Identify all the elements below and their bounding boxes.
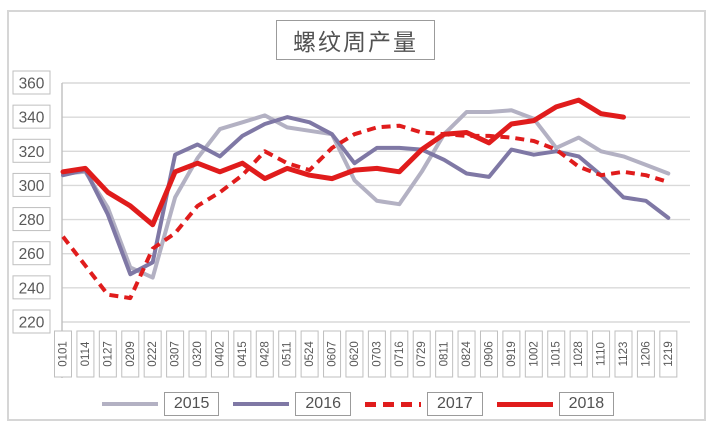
x-tick-box-0402 <box>210 330 229 378</box>
x-tick-box-0222 <box>143 330 162 378</box>
x-tick-label-0524: 0524 <box>304 341 316 367</box>
x-tick-label-1002: 1002 <box>528 341 540 367</box>
x-tick-label-0811: 0811 <box>439 342 451 367</box>
x-tick-label-1028: 1028 <box>573 341 585 367</box>
x-tick-label-0620: 0620 <box>349 341 361 367</box>
x-tick-box-0906 <box>479 330 498 378</box>
x-tick-box-0620 <box>345 330 364 378</box>
x-tick-label-0511: 0511 <box>282 342 294 367</box>
x-tick-box-1002 <box>524 330 543 378</box>
x-tick-label-0127: 0127 <box>102 341 114 367</box>
y-tick-box-360 <box>12 70 51 95</box>
x-tick-box-0511 <box>278 330 297 378</box>
x-tick-box-1206 <box>636 330 655 378</box>
chart-title: 螺纹周产量 <box>276 20 435 60</box>
y-tick-box-280 <box>12 207 51 232</box>
x-tick-label-1206: 1206 <box>640 341 652 367</box>
x-tick-box-0114 <box>76 330 95 378</box>
legend-swatch-2017 <box>365 401 421 407</box>
x-tick-box-0703 <box>367 330 386 378</box>
x-tick-box-0307 <box>166 330 185 378</box>
legend-item-2017: 2017 <box>365 392 483 416</box>
x-tick-label-1219: 1219 <box>663 341 675 367</box>
y-tick-box-240 <box>12 275 51 300</box>
x-tick-label-0209: 0209 <box>125 341 137 367</box>
x-tick-label-1123: 1123 <box>618 342 630 367</box>
x-tick-box-0729 <box>412 330 431 378</box>
y-tick-box-300 <box>12 172 51 197</box>
y-tick-box-220 <box>12 309 51 334</box>
x-tick-label-0428: 0428 <box>259 341 271 367</box>
y-tick-label-240: 240 <box>19 280 45 297</box>
x-tick-label-0906: 0906 <box>483 341 495 367</box>
x-tick-box-1123 <box>614 330 633 378</box>
x-tick-label-0703: 0703 <box>371 341 383 367</box>
series-line-2016 <box>61 115 671 277</box>
legend-swatch-2015 <box>101 402 158 406</box>
x-tick-box-0127 <box>98 330 117 378</box>
y-tick-box-260 <box>12 241 51 266</box>
x-tick-box-0919 <box>502 330 521 378</box>
legend-item-2016: 2016 <box>233 392 351 416</box>
series-line-2015 <box>61 108 671 280</box>
legend: 2015 2016 2017 2018 <box>0 389 716 419</box>
legend-item-2015: 2015 <box>101 392 220 416</box>
x-tick-box-0428 <box>255 330 274 378</box>
y-tick-box-320 <box>12 138 51 163</box>
x-tick-box-1015 <box>547 330 566 378</box>
y-tick-label-220: 220 <box>19 315 45 332</box>
x-tick-box-0716 <box>390 330 409 378</box>
x-tick-box-0320 <box>188 330 207 378</box>
x-tick-label-1110: 1110 <box>596 342 608 366</box>
y-tick-label-320: 320 <box>19 144 45 161</box>
legend-swatch-2016 <box>233 402 290 406</box>
x-tick-label-0114: 0114 <box>80 341 92 366</box>
x-tick-box-1110 <box>592 330 611 378</box>
x-tick-box-0101 <box>54 330 72 378</box>
y-tick-label-340: 340 <box>19 110 45 127</box>
y-tick-label-300: 300 <box>19 178 45 195</box>
legend-swatch-2018 <box>496 401 553 407</box>
y-tick-label-260: 260 <box>19 246 45 263</box>
x-tick-box-0209 <box>121 330 140 378</box>
x-tick-box-0524 <box>300 330 319 378</box>
legend-label-2015: 2015 <box>163 392 220 416</box>
x-tick-label-0729: 0729 <box>416 341 428 367</box>
x-tick-label-0320: 0320 <box>192 341 204 367</box>
y-tick-label-280: 280 <box>19 212 45 229</box>
legend-label-2017: 2017 <box>427 392 483 416</box>
x-tick-box-1028 <box>569 330 588 378</box>
x-tick-label-0307: 0307 <box>170 341 182 367</box>
x-tick-box-0824 <box>457 330 476 378</box>
x-tick-label-1015: 1015 <box>551 341 563 367</box>
x-tick-label-0222: 0222 <box>147 341 159 367</box>
legend-label-2018: 2018 <box>558 392 615 416</box>
x-tick-box-0811 <box>435 330 454 378</box>
legend-label-2016: 2016 <box>295 392 351 416</box>
x-tick-label-0824: 0824 <box>461 341 473 367</box>
x-tick-label-0607: 0607 <box>327 341 339 367</box>
x-tick-box-1219 <box>659 330 678 378</box>
x-tick-box-0415 <box>233 330 252 378</box>
x-tick-box-0607 <box>323 330 342 378</box>
x-tick-label-0101: 0101 <box>58 341 70 367</box>
y-tick-label-360: 360 <box>19 76 45 93</box>
series-line-2018 <box>60 97 626 228</box>
x-tick-label-0402: 0402 <box>214 341 226 367</box>
y-tick-box-340 <box>12 104 51 129</box>
x-tick-label-0919: 0919 <box>506 341 518 367</box>
x-tick-label-0716: 0716 <box>394 341 406 367</box>
x-tick-label-0415: 0415 <box>237 341 249 367</box>
legend-item-2018: 2018 <box>496 392 615 416</box>
